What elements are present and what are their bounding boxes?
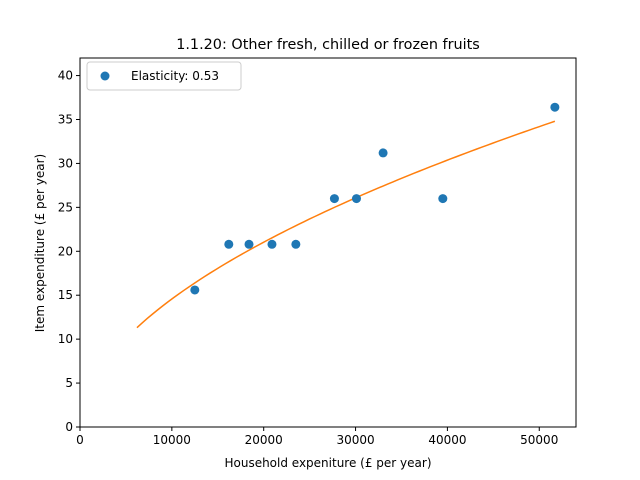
data-point xyxy=(244,239,254,249)
y-tick-label: 35 xyxy=(58,113,73,127)
x-axis-label: Household expeniture (£ per year) xyxy=(224,456,431,470)
legend-label: Elasticity: 0.53 xyxy=(131,69,219,83)
data-point xyxy=(291,239,301,249)
data-point xyxy=(550,102,560,112)
data-point xyxy=(190,285,200,295)
data-point xyxy=(224,239,234,249)
axes: 0 10000 20000 30000 40000 50000 0 5 10 15 20 25 30 35… xyxy=(58,69,559,447)
x-tick-label: 30000 xyxy=(336,433,374,447)
data-points xyxy=(190,102,560,295)
data-point xyxy=(438,194,448,204)
fit-curve-group xyxy=(136,120,556,329)
x-tick-label: 0 xyxy=(76,433,84,447)
data-point xyxy=(329,194,339,204)
legend-marker xyxy=(100,71,110,81)
plot-frame xyxy=(79,57,577,428)
y-tick-label: 30 xyxy=(58,156,73,170)
x-tick-label: 10000 xyxy=(153,433,191,447)
y-tick-label: 20 xyxy=(58,244,73,258)
fit-curve xyxy=(136,120,556,329)
legend-box xyxy=(86,61,242,91)
legend: Elasticity: 0.53 xyxy=(86,61,242,91)
data-point xyxy=(351,194,361,204)
chart-title: 1.1.20: Other fresh, chilled or frozen f… xyxy=(176,37,480,53)
y-tick-label: 5 xyxy=(65,376,73,390)
y-tick-label: 25 xyxy=(58,200,73,214)
data-point xyxy=(267,239,277,249)
y-axis-label: Item expenditure (£ per year) xyxy=(33,154,47,332)
x-tick-label: 40000 xyxy=(428,433,466,447)
y-tick-label: 0 xyxy=(65,420,73,434)
x-tick-label: 50000 xyxy=(520,433,558,447)
y-tick-label: 15 xyxy=(58,288,73,302)
x-tick-label: 20000 xyxy=(245,433,283,447)
y-tick-label: 10 xyxy=(58,332,73,346)
data-point xyxy=(378,148,388,158)
y-tick-label: 40 xyxy=(58,69,73,83)
